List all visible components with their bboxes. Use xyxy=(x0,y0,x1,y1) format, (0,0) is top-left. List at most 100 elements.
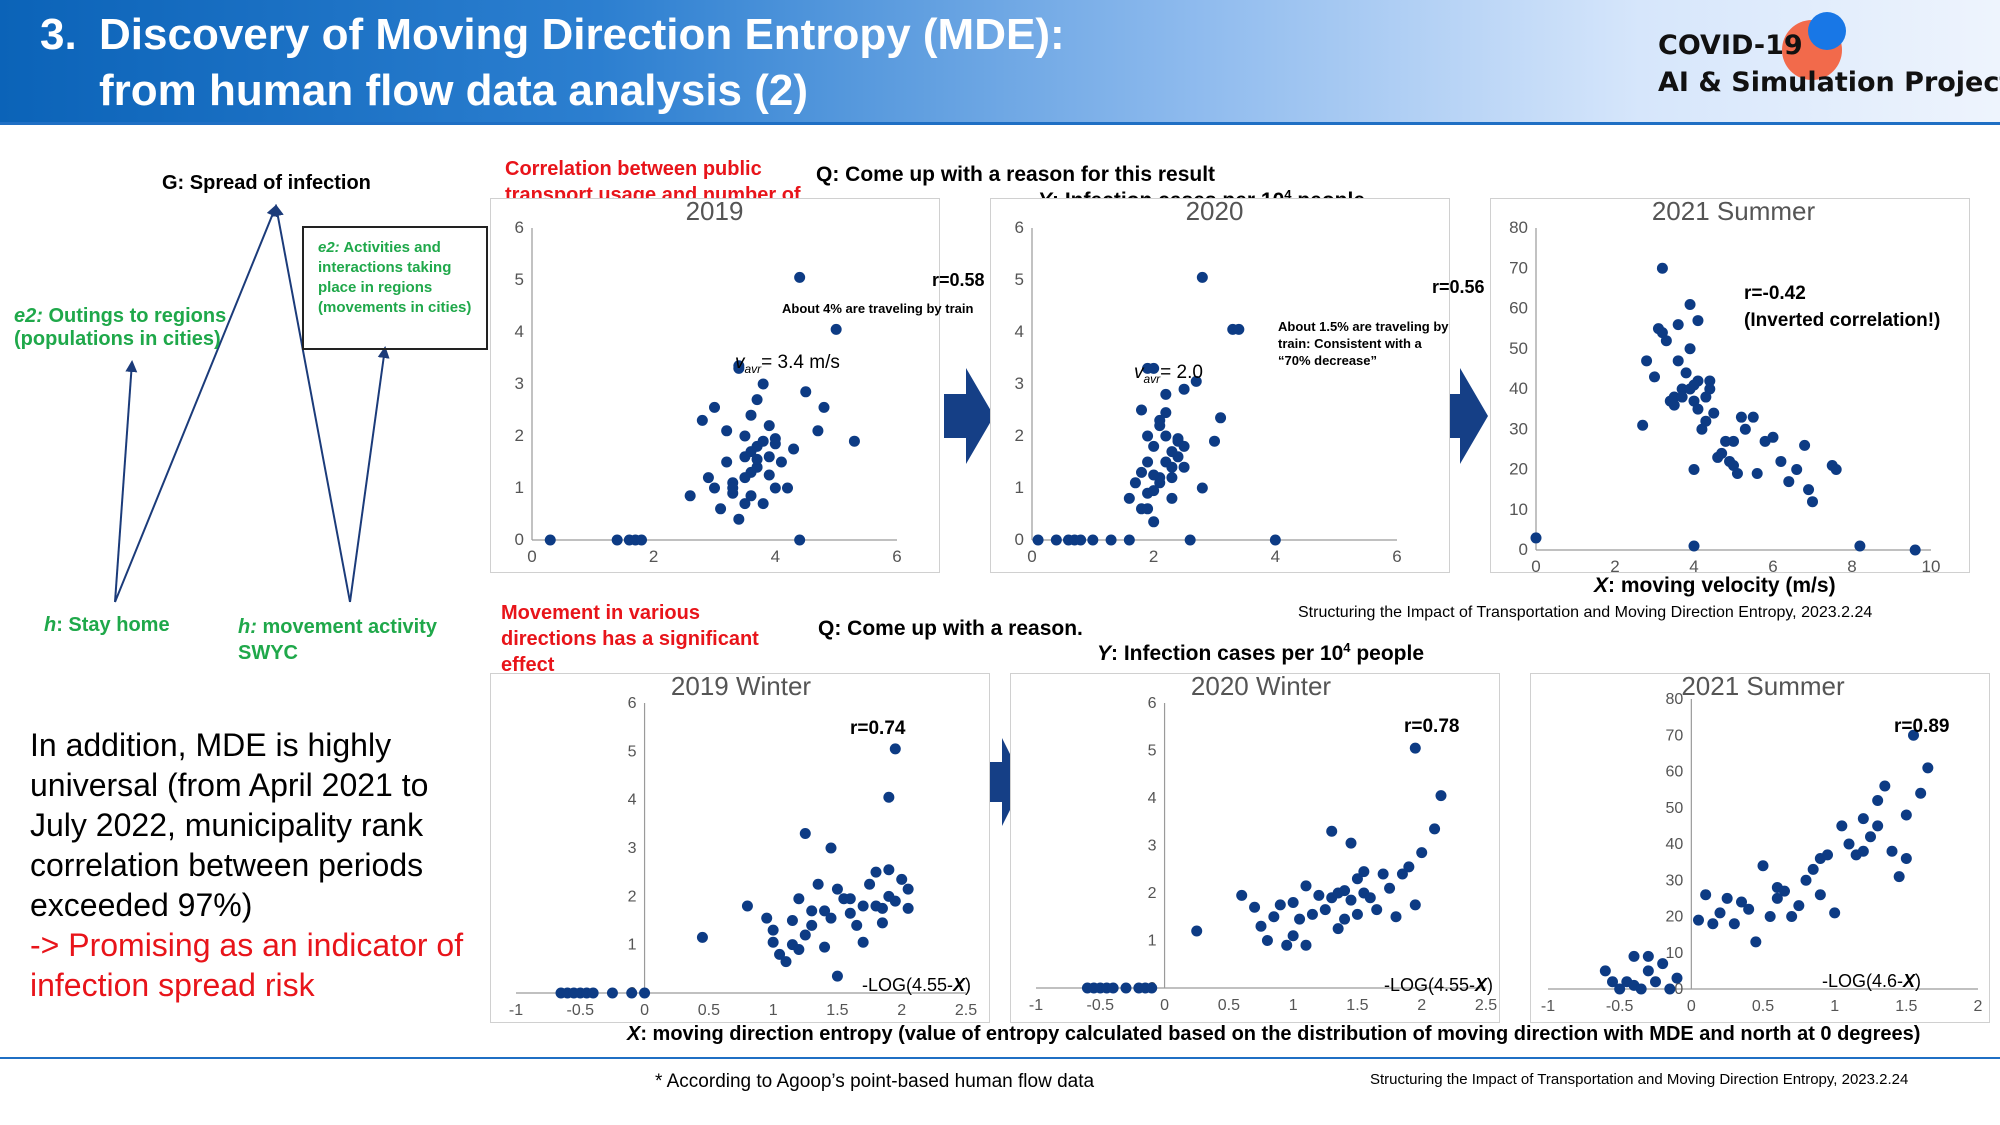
data-point xyxy=(1268,911,1280,923)
data-point xyxy=(1657,958,1669,970)
e2-outings-label: e2: Outings to regions (populations in c… xyxy=(14,305,226,351)
top-question: Q: Come up with a reason for this result xyxy=(816,163,1216,186)
data-point xyxy=(1672,319,1684,331)
x-tick-label: 1 xyxy=(769,1002,778,1019)
data-point xyxy=(1908,729,1919,741)
data-point xyxy=(1148,440,1160,452)
data-point xyxy=(1628,950,1640,962)
y-tick-label: 30 xyxy=(1509,419,1528,438)
c4-formula: -LOG(4.55-X) xyxy=(1384,975,1493,996)
data-point xyxy=(1684,298,1696,310)
data-point xyxy=(1800,874,1812,886)
data-point xyxy=(763,469,775,481)
data-point xyxy=(1728,435,1739,447)
y-tick-label: 0 xyxy=(1015,530,1024,549)
data-point xyxy=(1384,882,1396,894)
data-point xyxy=(1799,439,1811,451)
data-point xyxy=(1900,853,1912,864)
data-point xyxy=(818,401,830,413)
data-point xyxy=(1287,930,1299,942)
y-tick-label: 60 xyxy=(1666,764,1684,781)
data-point xyxy=(883,791,895,803)
data-point xyxy=(825,912,837,924)
x-tick-label: -0.5 xyxy=(566,1002,594,1019)
data-point xyxy=(1668,391,1680,403)
data-point xyxy=(1635,983,1647,995)
data-point xyxy=(1700,889,1712,901)
c5-formula-b: ) xyxy=(1915,971,1922,991)
x-tick-label: 0 xyxy=(1160,997,1169,1014)
data-point xyxy=(1676,383,1688,395)
data-point xyxy=(819,905,831,917)
x-tick-label: -1 xyxy=(1541,998,1555,1015)
h-movement-label: h: movement activity SWYC xyxy=(238,614,437,666)
data-point xyxy=(1731,468,1743,480)
data-point xyxy=(1791,464,1803,475)
data-point xyxy=(902,902,914,914)
y-tick-label: 3 xyxy=(1015,374,1024,393)
data-point xyxy=(769,482,781,494)
data-point xyxy=(806,905,818,917)
x-tick-label: 4 xyxy=(1271,547,1280,566)
x-tick-label: -1 xyxy=(509,1002,523,1019)
h-move-sub: SWYC xyxy=(238,642,298,664)
data-point xyxy=(1105,534,1117,546)
brand-line1: COVID-19 xyxy=(1658,30,1803,61)
data-point xyxy=(1409,742,1421,754)
data-point xyxy=(1747,411,1759,423)
data-point xyxy=(1714,907,1726,919)
y-tick-label: 2 xyxy=(628,888,637,905)
x-tick-label: 4 xyxy=(1689,557,1698,573)
data-point xyxy=(709,482,720,494)
data-point xyxy=(1148,516,1160,528)
data-point xyxy=(1700,415,1712,427)
e2-outings-text: Outings to regions xyxy=(48,305,227,327)
data-point xyxy=(1215,412,1227,424)
data-point xyxy=(1692,315,1704,327)
y-tick-label: 5 xyxy=(1148,743,1157,760)
data-point xyxy=(1707,918,1719,930)
y-tick-label: 3 xyxy=(515,374,524,393)
title-number: 3. xyxy=(40,10,77,59)
data-point xyxy=(844,907,856,919)
x-tick-label: -0.5 xyxy=(1086,997,1114,1014)
x-tick-label: 4 xyxy=(771,547,780,566)
data-point xyxy=(1120,982,1132,994)
data-point xyxy=(1650,976,1661,988)
universality-text: In addition, MDE is highly universal (fr… xyxy=(30,725,470,1005)
data-point xyxy=(812,878,824,890)
x-tick-label: 0 xyxy=(1687,998,1696,1015)
bottom-y-label: Y: Infection cases per 104 people xyxy=(1097,640,1424,666)
c0-train-note: About 4% are traveling by train xyxy=(782,301,974,316)
bottom-y-suffix: people xyxy=(1350,642,1425,665)
data-point xyxy=(1807,496,1818,508)
data-point xyxy=(1196,482,1208,494)
data-point xyxy=(831,970,843,982)
footer-note: * According to Agoop’s point-based human… xyxy=(655,1071,1095,1092)
data-point xyxy=(1142,503,1154,515)
y-tick-label: 1 xyxy=(1015,478,1024,497)
data-point xyxy=(1775,455,1787,467)
data-point xyxy=(1642,965,1654,977)
c5-r-value: r=0.89 xyxy=(1894,716,1950,737)
c1-avr: avr xyxy=(1143,371,1161,386)
y-tick-label: 4 xyxy=(515,322,524,341)
data-point xyxy=(1160,388,1172,400)
data-point xyxy=(1166,461,1178,473)
data-point xyxy=(1300,939,1312,951)
chart-title: 2019 xyxy=(686,198,744,226)
data-point xyxy=(763,451,775,463)
c3-formula: -LOG(4.55-X) xyxy=(862,975,971,996)
c1-train-note: About 1.5% are traveling by train: Consi… xyxy=(1278,319,1449,368)
data-point xyxy=(782,482,793,494)
y-tick-label: 6 xyxy=(515,218,524,237)
c1-vavr: vavr= 2.0 xyxy=(1134,362,1203,386)
data-point xyxy=(1530,532,1542,544)
data-point xyxy=(857,900,869,912)
data-point xyxy=(611,534,623,546)
data-point xyxy=(757,378,769,390)
data-point xyxy=(1371,904,1383,916)
data-point xyxy=(626,987,638,999)
data-point xyxy=(1160,407,1172,419)
